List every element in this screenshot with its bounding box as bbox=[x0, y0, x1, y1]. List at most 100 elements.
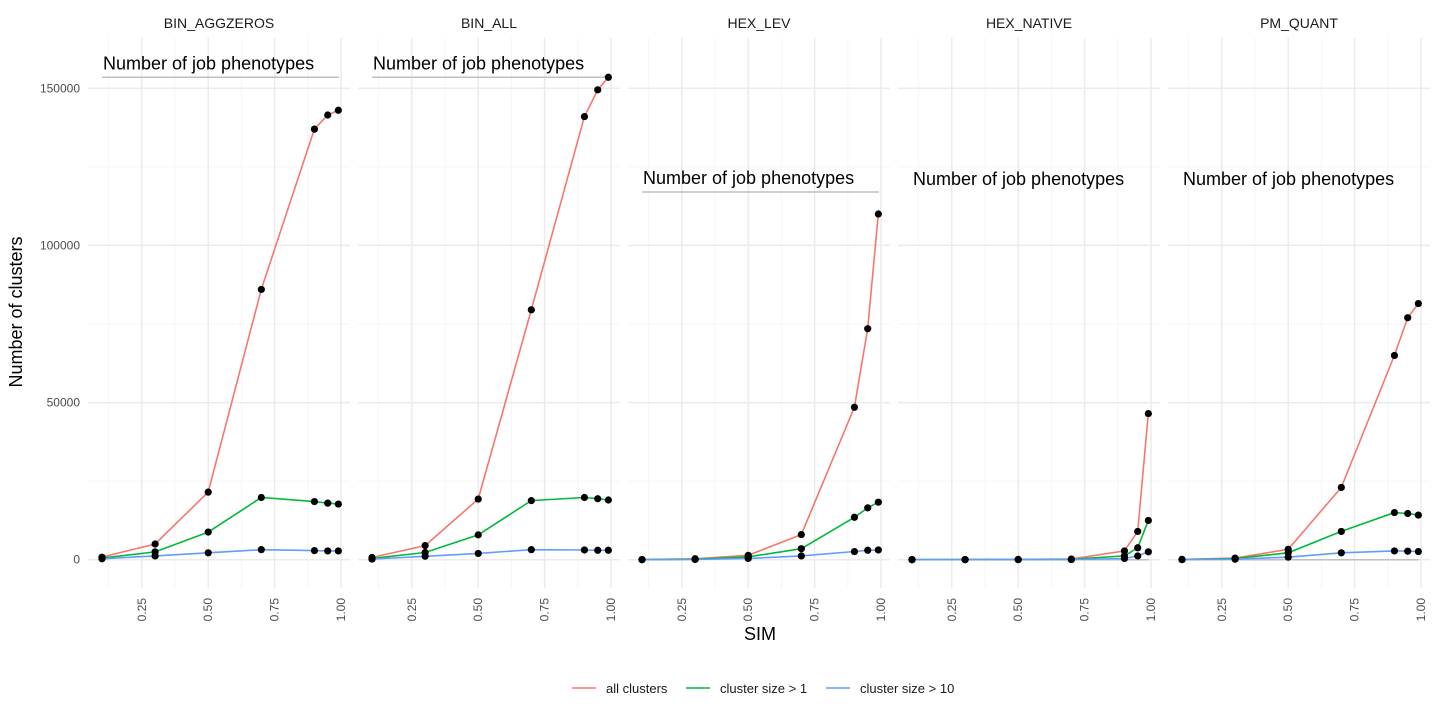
legend-item-cluster-size-1: cluster size > 1 bbox=[686, 681, 807, 696]
data-point bbox=[204, 528, 212, 536]
x-tick-label: 0.25 bbox=[675, 598, 689, 622]
data-point bbox=[864, 325, 872, 333]
facet-title: PM_QUANT bbox=[1260, 15, 1338, 31]
data-point bbox=[744, 554, 752, 563]
data-point bbox=[691, 555, 699, 564]
x-tick-label: 0.75 bbox=[268, 598, 282, 622]
x-tick-label: 0.25 bbox=[405, 598, 419, 622]
facet-title: BIN_AGGZEROS bbox=[164, 15, 274, 31]
data-point bbox=[1414, 299, 1422, 308]
data-point bbox=[257, 546, 265, 554]
data-point bbox=[257, 493, 265, 502]
legend-label: cluster size > 1 bbox=[720, 681, 807, 696]
data-point bbox=[1144, 516, 1152, 525]
data-point bbox=[1120, 554, 1129, 563]
legend-label: cluster size > 10 bbox=[860, 681, 954, 696]
data-point bbox=[797, 552, 805, 560]
data-point bbox=[334, 547, 342, 555]
data-point bbox=[1390, 351, 1399, 360]
data-point bbox=[594, 86, 602, 94]
data-point bbox=[594, 495, 602, 503]
data-point bbox=[874, 498, 882, 506]
data-point bbox=[334, 106, 342, 114]
data-point bbox=[334, 500, 342, 508]
data-point bbox=[1144, 548, 1152, 556]
x-tick-label: 0.75 bbox=[1348, 598, 1362, 622]
data-point bbox=[797, 530, 805, 539]
y-tick-label: 50000 bbox=[47, 396, 81, 410]
data-point bbox=[1284, 553, 1292, 561]
data-point bbox=[310, 547, 319, 555]
series-line-all-clusters bbox=[641, 213, 880, 561]
x-tick-label: 0.75 bbox=[538, 598, 552, 622]
x-tick-label: 0.50 bbox=[1011, 598, 1025, 622]
data-point bbox=[527, 497, 535, 505]
data-point bbox=[864, 504, 872, 512]
data-point bbox=[638, 556, 646, 564]
facet-title: HEX_NATIVE bbox=[986, 15, 1072, 31]
facet-title: HEX_LEV bbox=[727, 15, 791, 31]
x-tick-label: 1.00 bbox=[874, 598, 888, 622]
x-tick-label: 1.00 bbox=[1144, 598, 1158, 622]
data-point bbox=[1337, 527, 1345, 536]
x-tick-label: 0.50 bbox=[471, 598, 485, 622]
legend-item-all-clusters: all clusters bbox=[572, 681, 668, 696]
data-point bbox=[1134, 544, 1142, 552]
data-point bbox=[1337, 483, 1345, 492]
series-line-cluster-size-1 bbox=[911, 520, 1150, 561]
data-point bbox=[850, 547, 859, 556]
x-tick-label: 1.00 bbox=[334, 598, 348, 622]
data-point bbox=[961, 556, 969, 564]
data-point bbox=[864, 546, 872, 554]
facet-pm-quant: PM_QUANT 0.25 0.50 0.75 1.00 Number of job ph… bbox=[1168, 15, 1430, 621]
data-point bbox=[580, 112, 589, 121]
annotation-text: Number of job phenotypes bbox=[103, 53, 314, 73]
annotation-text: Number of job phenotypes bbox=[913, 169, 1124, 189]
data-point bbox=[527, 546, 535, 554]
data-point bbox=[474, 549, 482, 558]
data-point bbox=[1134, 527, 1142, 536]
data-point bbox=[204, 488, 212, 496]
y-tick-label: 100000 bbox=[40, 238, 80, 252]
facet-hex-lev: HEX_LEV 0.25 0.50 0.75 1.00 Number of job phe… bbox=[628, 15, 890, 621]
data-point bbox=[421, 541, 429, 550]
legend-label: all clusters bbox=[606, 681, 668, 696]
data-point bbox=[1404, 547, 1412, 555]
data-point bbox=[474, 495, 482, 503]
data-point bbox=[98, 555, 106, 563]
data-point bbox=[604, 73, 612, 81]
y-tick-label: 150000 bbox=[40, 81, 80, 95]
facet-bin-aggzeros: BIN_AGGZEROS 0.25 0.50 0.75 1.00 Number of jo… bbox=[88, 15, 350, 621]
x-tick-label: 0.75 bbox=[808, 598, 822, 622]
data-point bbox=[1404, 314, 1412, 322]
x-tick-label: 0.25 bbox=[945, 598, 959, 622]
x-tick-label: 0.75 bbox=[1078, 598, 1092, 622]
data-point bbox=[580, 546, 589, 554]
facet-bin-all: BIN_ALL 0.25 0.50 0.75 1.00 Number of job phe… bbox=[358, 15, 620, 621]
x-tick-label: 0.25 bbox=[1215, 598, 1229, 622]
facet-panels: BIN_AGGZEROS 0.25 0.50 0.75 1.00 Number of jo… bbox=[88, 15, 1430, 621]
data-point bbox=[850, 403, 859, 411]
data-point bbox=[594, 546, 602, 554]
x-tick-label: 0.50 bbox=[741, 598, 755, 622]
y-axis: 0 50000 100000 150000 bbox=[40, 81, 80, 566]
data-point bbox=[310, 125, 319, 133]
data-point bbox=[604, 546, 612, 554]
x-axis-title: SIM bbox=[744, 624, 776, 644]
data-point bbox=[310, 497, 319, 506]
series-line-all-clusters bbox=[1181, 303, 1419, 561]
data-point bbox=[850, 513, 859, 521]
series-line-all-clusters bbox=[911, 413, 1150, 561]
data-point bbox=[1414, 511, 1422, 519]
data-point bbox=[1120, 547, 1129, 555]
data-point bbox=[874, 546, 882, 554]
x-tick-label: 1.00 bbox=[604, 598, 618, 622]
y-axis-title: Number of clusters bbox=[6, 236, 26, 387]
annotation-text: Number of job phenotypes bbox=[373, 53, 584, 73]
x-tick-label: 0.50 bbox=[201, 598, 215, 622]
data-point bbox=[908, 556, 916, 564]
data-point bbox=[257, 285, 265, 294]
series-line-all-clusters bbox=[101, 109, 339, 558]
data-point bbox=[1144, 409, 1152, 418]
